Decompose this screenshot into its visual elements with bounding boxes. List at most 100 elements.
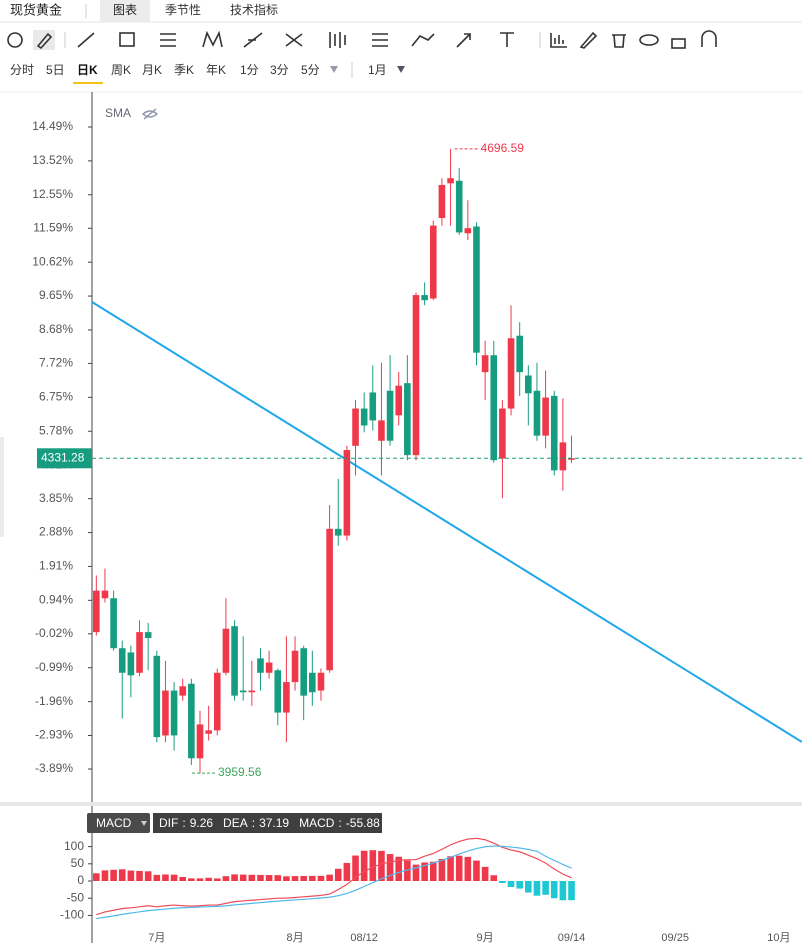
macd-bar <box>369 850 377 881</box>
candle-body <box>533 390 541 436</box>
tool-icon[interactable] <box>500 32 514 47</box>
candle-body <box>334 528 342 536</box>
tool-icon[interactable] <box>36 32 53 50</box>
period[interactable]: 年K <box>206 63 226 77</box>
macd-bar <box>110 869 117 881</box>
candle-body <box>231 626 238 696</box>
indicator-label: SMA <box>105 106 131 120</box>
candle-body <box>378 420 385 441</box>
macd-bar <box>93 873 100 881</box>
candle-body <box>144 632 152 639</box>
macd-bar <box>334 868 342 881</box>
tool-icon[interactable] <box>671 38 686 49</box>
candle-body <box>499 408 506 459</box>
tool-icon[interactable] <box>701 30 717 47</box>
candle-body <box>101 590 109 599</box>
period[interactable]: 月K <box>142 63 162 77</box>
macd-bar <box>283 876 290 881</box>
dropdown-arrow[interactable] <box>330 66 338 73</box>
indicator-value: -55.88 <box>346 816 380 830</box>
period[interactable]: 5分 <box>301 63 320 77</box>
tool-icon[interactable] <box>456 33 471 48</box>
indicator-values: DIF:9.26 DEA:37.19 MACD: -55.88 <box>159 816 380 830</box>
tab[interactable]: 技术指标 <box>230 2 278 17</box>
toolbar <box>7 30 717 50</box>
tool-icon[interactable] <box>243 32 263 48</box>
tool-icon[interactable] <box>550 33 567 48</box>
dropdown-arrow[interactable] <box>397 66 405 73</box>
indicator-name[interactable]: MACD <box>96 816 132 830</box>
tool-icon[interactable] <box>285 33 303 47</box>
candle-body <box>447 178 454 184</box>
macd-bar <box>239 874 247 881</box>
period[interactable]: 3分 <box>270 63 289 77</box>
macd-bar <box>412 864 420 881</box>
trend-line[interactable] <box>91 301 802 743</box>
tool-icon[interactable] <box>7 32 23 48</box>
macd-bar <box>118 869 126 881</box>
tool-icon[interactable] <box>160 33 176 47</box>
candle-body <box>429 225 437 299</box>
macd-bar <box>179 877 187 881</box>
tool-icon[interactable] <box>639 34 659 46</box>
macd-bar <box>438 858 446 881</box>
candle-body <box>326 528 333 671</box>
candle-body <box>205 730 212 734</box>
indicator-value: 37.19 <box>259 816 289 830</box>
period[interactable]: 分时 <box>10 63 34 77</box>
candle-body <box>118 648 126 673</box>
y-tick-label: -2.93% <box>35 728 73 742</box>
candle-body <box>162 690 169 736</box>
candle-body <box>188 683 195 759</box>
macd-y-tick-label: 50 <box>71 856 85 870</box>
candle-body <box>455 180 463 233</box>
tool-icon[interactable] <box>411 33 435 47</box>
macd-bar <box>559 881 567 901</box>
tool-icon[interactable] <box>77 32 95 48</box>
tool-icon[interactable] <box>372 33 388 47</box>
x-tick-label: 8月 <box>286 932 303 943</box>
candle-body <box>136 632 143 673</box>
tool-icon[interactable] <box>202 30 223 48</box>
macd-bar <box>265 875 273 881</box>
last-price-box <box>37 448 92 469</box>
y-tick-label: -1.96% <box>35 694 73 708</box>
visibility-icon[interactable] <box>141 108 159 120</box>
dropdown-arrow[interactable] <box>141 821 147 826</box>
macd-bar <box>248 874 256 881</box>
macd-bar <box>525 881 532 893</box>
period[interactable]: 日K <box>77 63 98 77</box>
candle-plot: 14.49% 13.52% 12.55% 11.59% 10.62% 9.65% 8.68%… <box>32 119 802 779</box>
macd-y-tick-label: 0 <box>77 873 84 887</box>
tool-icon[interactable] <box>329 32 346 48</box>
tool-icon[interactable] <box>579 31 598 49</box>
indicator-series-name: DEA <box>223 816 248 830</box>
macd-bar <box>196 878 204 881</box>
candle-body <box>213 672 221 731</box>
tab[interactable]: 图表 <box>113 3 137 17</box>
tool-icon[interactable] <box>119 32 135 47</box>
tool-icon[interactable] <box>612 34 626 48</box>
candle-body <box>404 383 411 456</box>
macd-bar <box>421 862 428 881</box>
macd-bar <box>127 870 135 881</box>
tab[interactable]: 季节性 <box>165 3 201 17</box>
macd-bar <box>395 856 403 881</box>
period[interactable]: 1分 <box>240 63 259 77</box>
indicator-box[interactable] <box>87 813 150 833</box>
y-tick-label: 11.59% <box>33 220 73 234</box>
candle-body <box>507 338 515 409</box>
range-select[interactable]: 1月 <box>368 63 387 77</box>
macd-bar <box>429 861 437 881</box>
indicator-series-name: DIF <box>159 816 178 830</box>
macd-bar <box>144 871 152 881</box>
period[interactable]: 周K <box>111 63 131 77</box>
side-handle[interactable] <box>0 437 4 537</box>
y-tick-label: 10.62% <box>32 254 73 268</box>
y-tick-label: 7.72% <box>39 356 73 370</box>
period[interactable]: 5日 <box>46 63 65 77</box>
period[interactable]: 季K <box>174 63 194 77</box>
y-tick-label: 14.49% <box>32 119 73 133</box>
